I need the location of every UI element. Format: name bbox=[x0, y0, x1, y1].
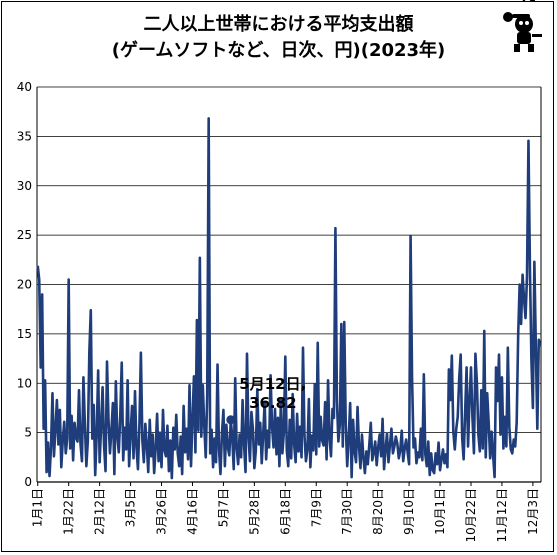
x-tick-label: 8月20日 bbox=[371, 488, 385, 535]
series-layer bbox=[36, 117, 542, 480]
peak-marker bbox=[226, 415, 236, 425]
peak-annotation-label: 12月23日, bbox=[502, 0, 557, 4]
x-tick-label: 10月22日 bbox=[464, 488, 478, 543]
y-tick-label: 20 bbox=[17, 278, 32, 292]
y-tick-label: 0 bbox=[24, 475, 32, 489]
x-tick-label: 6月18日 bbox=[278, 488, 292, 535]
y-tick-label: 30 bbox=[17, 179, 32, 193]
peak-annotation-label: 34.55 bbox=[517, 0, 557, 4]
x-tick-label: 5月7日 bbox=[216, 488, 230, 527]
peak-annotation-label: 5月12日, bbox=[239, 375, 306, 393]
chart-title-line-1: 二人以上世帯における平均支出額 bbox=[143, 14, 414, 35]
series-line bbox=[36, 117, 542, 480]
chart-title: 二人以上世帯における平均支出額 (ゲームソフトなど、日次、円)(2023年) bbox=[0, 12, 557, 64]
y-tick-label: 40 bbox=[17, 80, 32, 94]
y-tick-label: 10 bbox=[17, 376, 32, 390]
x-tick-label: 4月16日 bbox=[185, 488, 199, 535]
peak-annotation-label: 36.82 bbox=[249, 394, 296, 412]
y-tick-label: 25 bbox=[17, 228, 32, 242]
x-tick-label: 7月9日 bbox=[309, 488, 323, 527]
y-tick-label: 35 bbox=[17, 129, 32, 143]
x-tick-label: 7月30日 bbox=[340, 488, 354, 535]
y-tick-label: 5 bbox=[24, 426, 32, 440]
chart-title-line-2: (ゲームソフトなど、日次、円)(2023年) bbox=[111, 40, 446, 61]
axis-layer: 0 5 10 15 20 25 30 35 40 1月1日 1月22日 2月12日 3月5日 3月26日 4… bbox=[17, 80, 557, 543]
x-tick-label: 1月1日 bbox=[31, 488, 45, 527]
x-tick-label: 9月10日 bbox=[402, 488, 416, 535]
mascot-logo bbox=[503, 12, 542, 52]
x-tick-label: 11月12日 bbox=[495, 488, 509, 543]
x-tick-label: 10月1日 bbox=[433, 488, 447, 535]
x-tick-label: 3月26日 bbox=[155, 488, 169, 535]
x-tick-label: 5月28日 bbox=[247, 488, 261, 535]
x-tick-label: 3月5日 bbox=[124, 488, 138, 527]
y-tick-label: 15 bbox=[17, 327, 32, 341]
x-tick-label: 2月12日 bbox=[93, 488, 107, 535]
x-tick-label: 1月22日 bbox=[62, 488, 76, 535]
x-tick-label: 12月3日 bbox=[526, 488, 540, 535]
annotation-layer: 5月12日,36.82 12月23日,34.55 bbox=[226, 0, 557, 425]
